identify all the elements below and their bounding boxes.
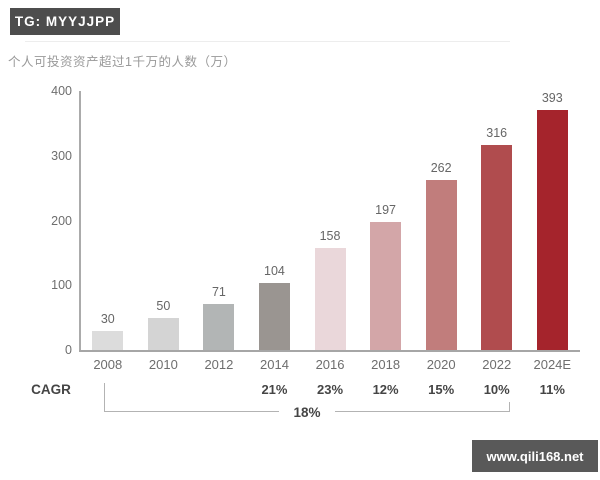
y-tick-label: 400 — [51, 84, 72, 98]
x-axis-labels: 2008 2010 2012 2014 2016 2018 2020 2022 2024E — [80, 357, 580, 372]
bar-2008 — [92, 330, 124, 350]
bar-column: 104 — [247, 91, 303, 350]
y-tick-label: 0 — [65, 343, 72, 357]
bar-2016 — [314, 247, 346, 350]
bar-value-label: 262 — [430, 161, 452, 176]
bar-2022 — [481, 145, 513, 350]
chart-title: 个人可投资资产超过1千万的人数（万） — [8, 55, 237, 69]
bar-value-label: 197 — [375, 203, 397, 218]
x-tick-label: 2008 — [93, 357, 123, 372]
bar-2018 — [370, 222, 402, 350]
x-tick-label: 2014 — [260, 357, 289, 372]
bar-value-label: 104 — [264, 263, 285, 278]
cagr-overall-value: 18% — [279, 405, 335, 421]
bar-column: 262 — [413, 91, 469, 350]
cagr-value — [191, 382, 247, 397]
bar-column: 30 — [80, 91, 136, 350]
bars-area: 30 50 71 104 158 197 262 316 393 — [80, 91, 580, 350]
cagr-bracket-right-line — [509, 402, 510, 411]
x-tick-label: 2016 — [315, 357, 345, 372]
bar-column: 158 — [302, 91, 358, 350]
bar-column: 197 — [358, 91, 414, 350]
bar-value-label: 158 — [319, 228, 341, 243]
cagr-value: 21% — [261, 382, 288, 397]
bar-value-label: 393 — [541, 91, 563, 105]
y-axis-line — [79, 91, 81, 351]
cagr-overall: 18% — [104, 404, 510, 422]
cagr-row-label: CAGR — [31, 382, 71, 397]
x-tick-label: 2022 — [482, 357, 512, 372]
x-axis-line — [79, 350, 580, 352]
x-tick-label: 2010 — [148, 357, 178, 372]
cagr-value: 11% — [539, 382, 565, 397]
bar-2012 — [203, 304, 235, 350]
bar-column: 50 — [136, 91, 192, 350]
y-tick-label: 200 — [51, 213, 72, 228]
x-tick-label: 2020 — [426, 357, 456, 372]
bar-column: 316 — [469, 91, 525, 350]
bar-value-label: 71 — [211, 285, 226, 300]
cagr-bracket-left-line — [104, 383, 105, 411]
cagr-value — [136, 382, 192, 397]
bar-value-label: 50 — [156, 298, 171, 313]
bar-2020 — [425, 180, 457, 350]
bar-column: 71 — [191, 91, 247, 350]
cagr-value: 10% — [483, 382, 510, 397]
y-tick-label: 300 — [51, 148, 72, 163]
x-tick-label: 2018 — [371, 357, 401, 372]
x-tick-label: 2012 — [204, 357, 234, 372]
bar-value-label: 30 — [100, 311, 115, 326]
bar-2010 — [147, 317, 179, 350]
cagr-value: 12% — [372, 382, 399, 397]
cagr-value: 15% — [428, 382, 455, 397]
cagr-row: 21% 23% 12% 15% 10% 11% — [80, 382, 580, 397]
tg-badge: TG: MYYJJPP — [10, 8, 120, 35]
y-tick-label: 100 — [51, 278, 72, 293]
bar-2014 — [258, 282, 290, 350]
watermark-badge: www.qili168.net — [472, 440, 598, 472]
top-divider — [25, 41, 510, 42]
bar-value-label: 316 — [486, 126, 508, 141]
x-tick-label: 2024E — [533, 357, 572, 372]
bar-2024E — [536, 110, 568, 350]
cagr-value — [80, 382, 136, 397]
cagr-value: 23% — [317, 382, 344, 397]
bar-column: 393 — [525, 91, 581, 350]
y-axis-labels: 0 100 200 300 400 — [30, 84, 72, 357]
